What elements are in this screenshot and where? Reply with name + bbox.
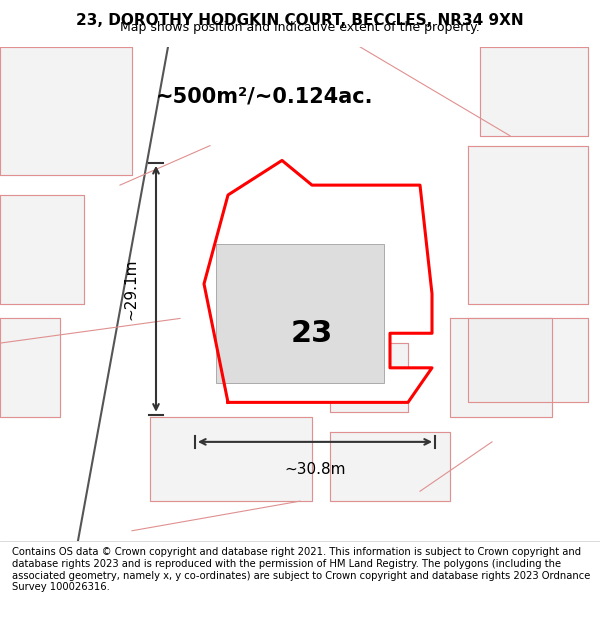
Polygon shape: [468, 318, 588, 402]
Polygon shape: [204, 161, 432, 402]
Text: ~30.8m: ~30.8m: [284, 462, 346, 477]
Bar: [216, 244, 384, 382]
Text: Map shows position and indicative extent of the property.: Map shows position and indicative extent…: [120, 21, 480, 34]
Text: ~29.1m: ~29.1m: [123, 258, 138, 319]
Polygon shape: [450, 318, 552, 418]
Text: Contains OS data © Crown copyright and database right 2021. This information is : Contains OS data © Crown copyright and d…: [12, 548, 590, 592]
Polygon shape: [330, 343, 408, 412]
Polygon shape: [330, 432, 450, 501]
Polygon shape: [480, 47, 588, 136]
Polygon shape: [468, 146, 588, 304]
Polygon shape: [0, 318, 60, 418]
Polygon shape: [0, 47, 132, 175]
Text: 23: 23: [291, 319, 333, 348]
Polygon shape: [0, 195, 84, 304]
Text: 23, DOROTHY HODGKIN COURT, BECCLES, NR34 9XN: 23, DOROTHY HODGKIN COURT, BECCLES, NR34…: [76, 13, 524, 28]
Text: ~500m²/~0.124ac.: ~500m²/~0.124ac.: [155, 86, 373, 106]
Polygon shape: [150, 418, 312, 501]
